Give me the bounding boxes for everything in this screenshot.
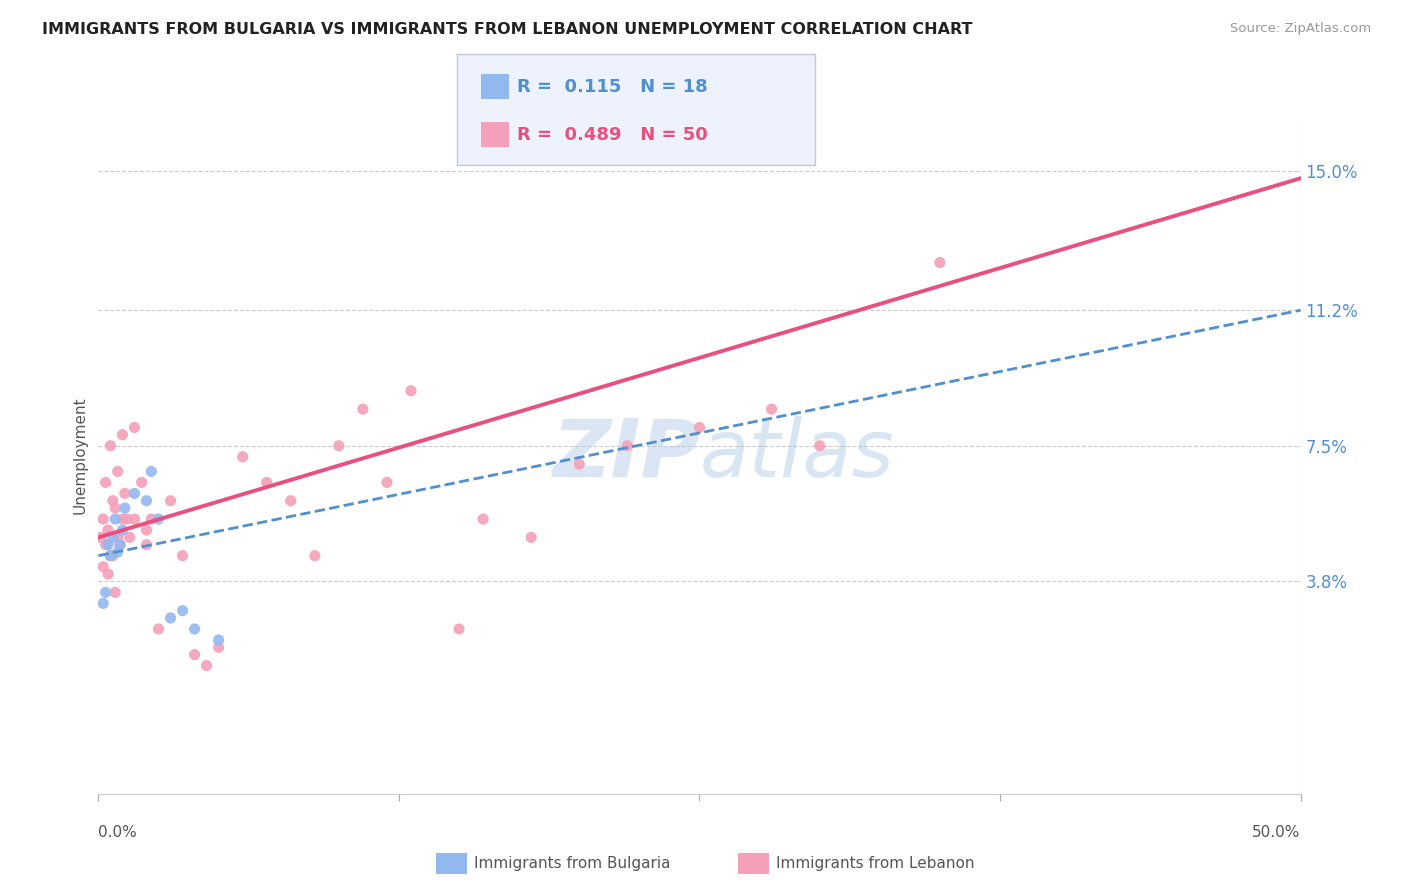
Text: 0.0%: 0.0% bbox=[98, 825, 138, 840]
Text: IMMIGRANTS FROM BULGARIA VS IMMIGRANTS FROM LEBANON UNEMPLOYMENT CORRELATION CHA: IMMIGRANTS FROM BULGARIA VS IMMIGRANTS F… bbox=[42, 22, 973, 37]
Point bbox=[124, 512, 146, 526]
Point bbox=[808, 439, 831, 453]
Point bbox=[117, 512, 139, 526]
Point bbox=[107, 464, 129, 478]
Point bbox=[97, 567, 120, 582]
Point bbox=[100, 549, 122, 563]
Point bbox=[114, 486, 136, 500]
Point bbox=[928, 255, 950, 269]
Point bbox=[172, 604, 194, 618]
Point bbox=[101, 549, 124, 563]
Point bbox=[135, 493, 157, 508]
Point bbox=[107, 530, 129, 544]
Point bbox=[118, 530, 141, 544]
Point bbox=[208, 640, 231, 655]
Point bbox=[101, 493, 124, 508]
Point bbox=[97, 523, 120, 537]
Y-axis label: Unemployment: Unemployment bbox=[72, 396, 87, 514]
Point bbox=[568, 457, 591, 471]
Point bbox=[447, 622, 470, 636]
Point bbox=[761, 402, 783, 417]
Point bbox=[111, 512, 134, 526]
Point bbox=[616, 439, 638, 453]
Point bbox=[104, 501, 127, 516]
Point bbox=[114, 501, 136, 516]
Point bbox=[375, 475, 398, 490]
Point bbox=[280, 493, 302, 508]
Point bbox=[94, 475, 117, 490]
Point bbox=[232, 450, 254, 464]
Point bbox=[108, 538, 131, 552]
Text: R =  0.489   N = 50: R = 0.489 N = 50 bbox=[517, 126, 709, 144]
Point bbox=[131, 475, 153, 490]
Point bbox=[124, 486, 146, 500]
Point bbox=[104, 585, 127, 599]
Point bbox=[689, 420, 711, 434]
Point bbox=[195, 658, 218, 673]
Point bbox=[124, 420, 146, 434]
Point bbox=[91, 512, 114, 526]
Point bbox=[101, 530, 124, 544]
Point bbox=[352, 402, 374, 417]
Point bbox=[399, 384, 422, 398]
Point bbox=[107, 545, 129, 559]
Point bbox=[304, 549, 326, 563]
Point bbox=[108, 538, 131, 552]
Point bbox=[148, 512, 170, 526]
Text: R =  0.115   N = 18: R = 0.115 N = 18 bbox=[517, 78, 709, 95]
Point bbox=[148, 622, 170, 636]
Point bbox=[159, 611, 181, 625]
Point bbox=[172, 549, 194, 563]
Point bbox=[520, 530, 543, 544]
Point bbox=[97, 538, 120, 552]
Text: Source: ZipAtlas.com: Source: ZipAtlas.com bbox=[1230, 22, 1371, 36]
Point bbox=[135, 538, 157, 552]
Point bbox=[111, 523, 134, 537]
Point bbox=[104, 512, 127, 526]
Point bbox=[141, 512, 163, 526]
Point bbox=[111, 427, 134, 442]
Point bbox=[94, 585, 117, 599]
Point bbox=[94, 538, 117, 552]
Point bbox=[183, 648, 205, 662]
Point bbox=[159, 493, 181, 508]
Text: atlas: atlas bbox=[700, 416, 894, 494]
Point bbox=[135, 523, 157, 537]
Text: 50.0%: 50.0% bbox=[1253, 825, 1301, 840]
Text: Immigrants from Bulgaria: Immigrants from Bulgaria bbox=[474, 856, 671, 871]
Point bbox=[91, 596, 114, 610]
Point bbox=[90, 530, 112, 544]
Point bbox=[91, 559, 114, 574]
Point bbox=[328, 439, 350, 453]
Point bbox=[208, 632, 231, 647]
Point bbox=[183, 622, 205, 636]
Text: Immigrants from Lebanon: Immigrants from Lebanon bbox=[776, 856, 974, 871]
Point bbox=[100, 549, 122, 563]
Point bbox=[141, 464, 163, 478]
Point bbox=[256, 475, 278, 490]
Point bbox=[100, 439, 122, 453]
Point bbox=[472, 512, 495, 526]
Text: ZIP: ZIP bbox=[553, 416, 700, 494]
